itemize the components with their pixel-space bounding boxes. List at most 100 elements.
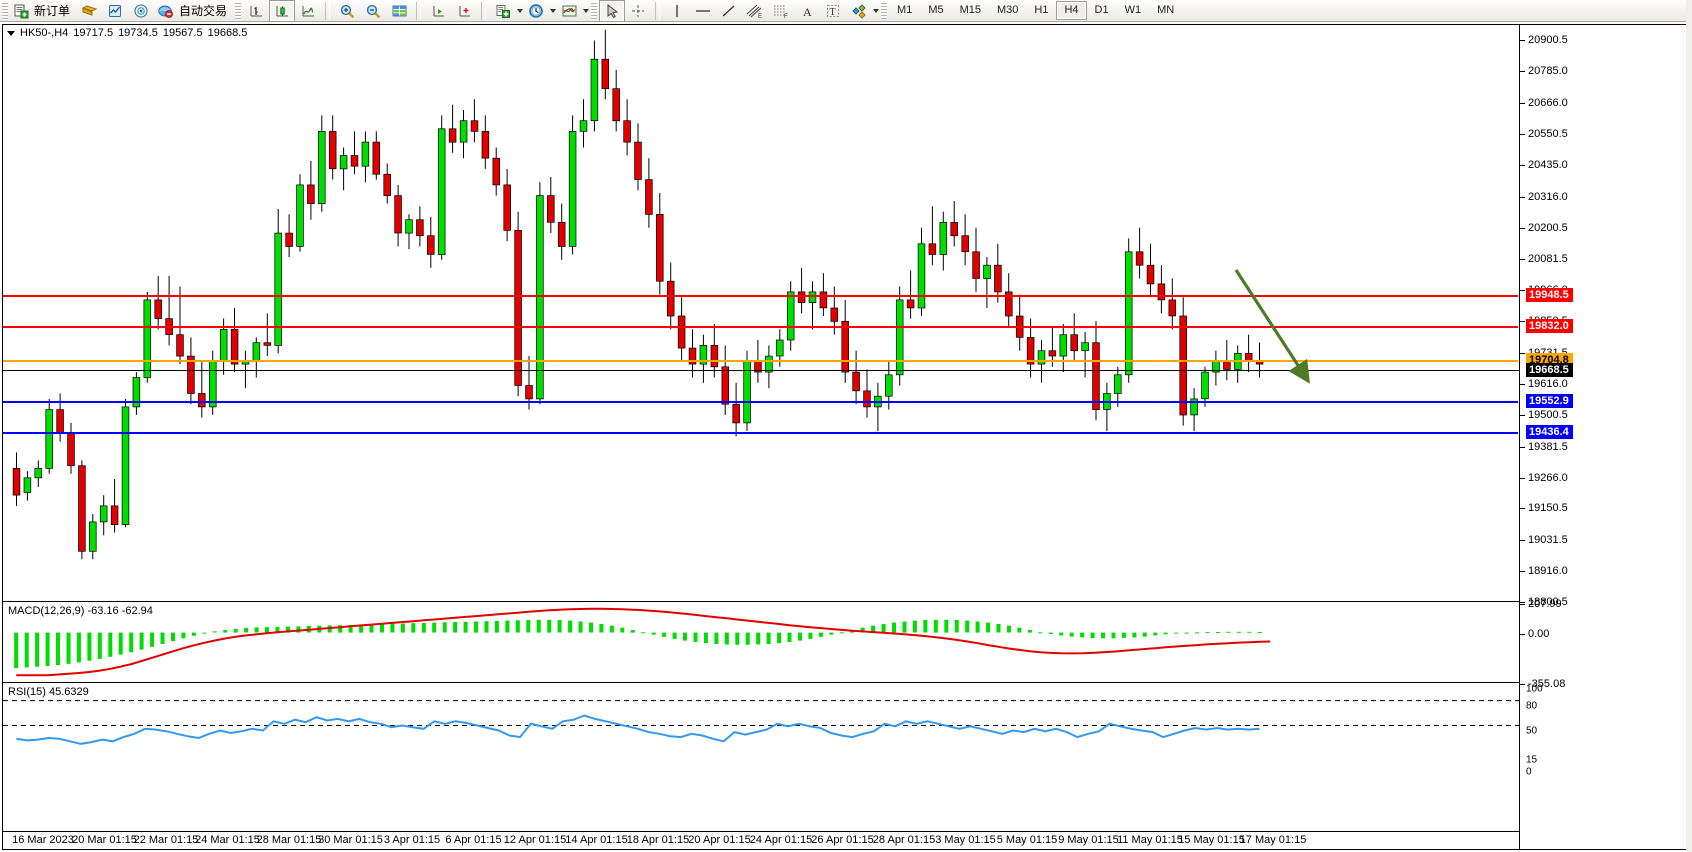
timeframe-h4[interactable]: H4 <box>1056 1 1087 20</box>
time-axis[interactable]: 16 Mar 2023 20 Mar 01:15 22 Mar 01:15 24 Ma… <box>3 831 1519 849</box>
zoom-out-icon[interactable] <box>360 0 386 22</box>
price-line-support-1[interactable] <box>3 399 1519 406</box>
x-tick-label: 6 Apr 01:15 <box>445 834 502 846</box>
main-toolbar: 新订单 自动交易 <box>0 0 1692 22</box>
equidistant-channel-icon[interactable]: E <box>742 0 768 22</box>
auto-scroll-icon[interactable] <box>451 0 477 22</box>
data-window-icon[interactable] <box>386 0 412 22</box>
toolbar-grip-2[interactable] <box>235 1 242 20</box>
price-tag-resistance-2[interactable]: 19948.5 <box>1526 288 1573 302</box>
macd-tick <box>1520 633 1525 635</box>
x-tick-label: 11 May 01:15 <box>1117 834 1183 846</box>
y-tick <box>1520 383 1525 385</box>
chart-header: HK50-,H4 19717.5 19734.5 19567.5 19668.5 <box>3 25 1519 41</box>
auto-trading-label: 自动交易 <box>179 4 228 18</box>
auto-trading-button[interactable]: 自动交易 <box>154 0 233 22</box>
templates-dropdown-caret[interactable] <box>583 8 590 13</box>
objects-icon[interactable] <box>846 0 872 22</box>
y-tick <box>1520 321 1525 323</box>
trendline-icon[interactable] <box>716 0 742 22</box>
timeframe-w1[interactable]: W1 <box>1124 4 1142 16</box>
y-tick <box>1520 71 1525 73</box>
x-tick-label: 5 May 01:15 <box>996 834 1058 846</box>
y-tick <box>1520 290 1525 292</box>
price-line-entry-level[interactable] <box>3 359 1519 366</box>
period-icon[interactable] <box>523 0 549 22</box>
price-line-support-2[interactable] <box>3 430 1519 437</box>
zoom-in-icon[interactable] <box>334 0 360 22</box>
rsi-series <box>3 700 1519 745</box>
price-line-current-price[interactable] <box>3 369 1519 371</box>
chart-ohlc-close: 19668.5 <box>207 27 248 39</box>
chart-plot-area[interactable]: HK50-,H4 19717.5 19734.5 19567.5 19668.5… <box>2 24 1690 850</box>
macd-series <box>14 607 1271 677</box>
rsi-pane[interactable]: RSI(15) 45.6329 <box>3 684 1519 767</box>
y-tick <box>1520 196 1525 198</box>
cursor-icon[interactable] <box>599 0 626 22</box>
x-tick-label: 22 Mar 01:15 <box>133 834 199 846</box>
window-scrollbar[interactable] <box>1686 0 1692 852</box>
y-tick-label: 19616.0 <box>1528 377 1568 390</box>
x-tick-label: 17 May 01:15 <box>1239 834 1307 846</box>
line-chart-icon[interactable] <box>295 0 321 22</box>
new-order-button[interactable]: 新订单 <box>10 0 76 22</box>
timeframe-d1[interactable]: D1 <box>1094 4 1109 16</box>
period-dropdown-caret[interactable] <box>550 8 557 13</box>
price-line-resistance-1[interactable] <box>3 325 1519 332</box>
toolbar-grip-4[interactable] <box>881 1 888 20</box>
shift-end-icon[interactable] <box>425 0 451 22</box>
navigator-icon[interactable] <box>128 0 154 22</box>
bar-chart-icon[interactable] <box>243 0 269 22</box>
toolbar-divider-3 <box>481 1 487 20</box>
text-icon[interactable]: A <box>794 0 820 22</box>
price-tag-resistance-1[interactable]: 19832.0 <box>1526 319 1573 334</box>
indicators-icon[interactable] <box>490 0 516 22</box>
price-pane[interactable] <box>3 25 1519 602</box>
timeframe-mn[interactable]: MN <box>1157 4 1175 16</box>
objects-dropdown-caret[interactable] <box>873 8 880 13</box>
chart-collapse-icon[interactable] <box>7 30 15 36</box>
macd-pane[interactable]: MACD(12,26,9) -63.16 -62.94 <box>3 603 1519 683</box>
chart-symbol-label: HK50-,H4 <box>20 27 69 39</box>
templates-icon[interactable] <box>556 0 582 22</box>
y-tick <box>1520 227 1525 229</box>
x-tick-label: 12 Apr 01:15 <box>503 834 567 846</box>
y-tick <box>1520 259 1525 261</box>
toolbar-grip[interactable] <box>2 1 8 20</box>
y-tick-label: 20900.5 <box>1528 34 1568 47</box>
candlestick-icon[interactable] <box>269 0 296 22</box>
timeframe-h1[interactable]: H1 <box>1034 4 1049 16</box>
price-tag-support-2[interactable]: 19436.4 <box>1526 424 1573 439</box>
toolbar-divider-4 <box>655 1 661 20</box>
y-tick <box>1520 40 1525 42</box>
rsi-label: RSI(15) 45.6329 <box>8 686 89 698</box>
horizontal-line-icon[interactable] <box>690 0 716 22</box>
toolbar-grip-3[interactable] <box>591 1 598 20</box>
y-tick <box>1520 164 1525 166</box>
price-line-resistance-2[interactable] <box>3 294 1519 300</box>
toolbar-divider-1 <box>325 1 331 20</box>
folder-icon[interactable] <box>76 0 102 22</box>
x-tick-label: 28 Apr 01:15 <box>872 834 936 846</box>
vertical-line-icon[interactable] <box>664 0 690 22</box>
macd-tick <box>1520 684 1525 685</box>
x-tick-label: 28 Mar 01:15 <box>256 834 322 846</box>
timeframe-m30[interactable]: M30 <box>997 4 1019 16</box>
y-tick-label: 19381.5 <box>1528 440 1568 453</box>
price-axis[interactable]: 20900.5 20785.0 20666.0 20550.5 20435.0 20316… <box>1519 25 1689 849</box>
text-label-icon[interactable]: T <box>820 0 846 22</box>
price-tag-current-price[interactable]: 19668.5 <box>1526 362 1573 377</box>
crosshair-icon[interactable] <box>625 0 651 22</box>
market-watch-icon[interactable] <box>102 0 128 22</box>
timeframe-m15[interactable]: M15 <box>959 4 981 16</box>
y-tick-label: 19150.5 <box>1528 502 1568 515</box>
rsi-tick-label: 0 <box>1526 766 1532 778</box>
timeframe-m5[interactable]: M5 <box>928 4 944 16</box>
price-tag-support-1[interactable]: 19552.9 <box>1526 393 1573 408</box>
fibonacci-icon[interactable]: F <box>768 0 794 22</box>
timeframe-m1[interactable]: M1 <box>897 4 913 16</box>
x-tick-label: 16 Mar 2023 <box>12 834 74 846</box>
indicators-dropdown-caret[interactable] <box>517 8 524 13</box>
y-tick <box>1520 446 1525 448</box>
y-tick-label: 18916.0 <box>1528 565 1568 578</box>
